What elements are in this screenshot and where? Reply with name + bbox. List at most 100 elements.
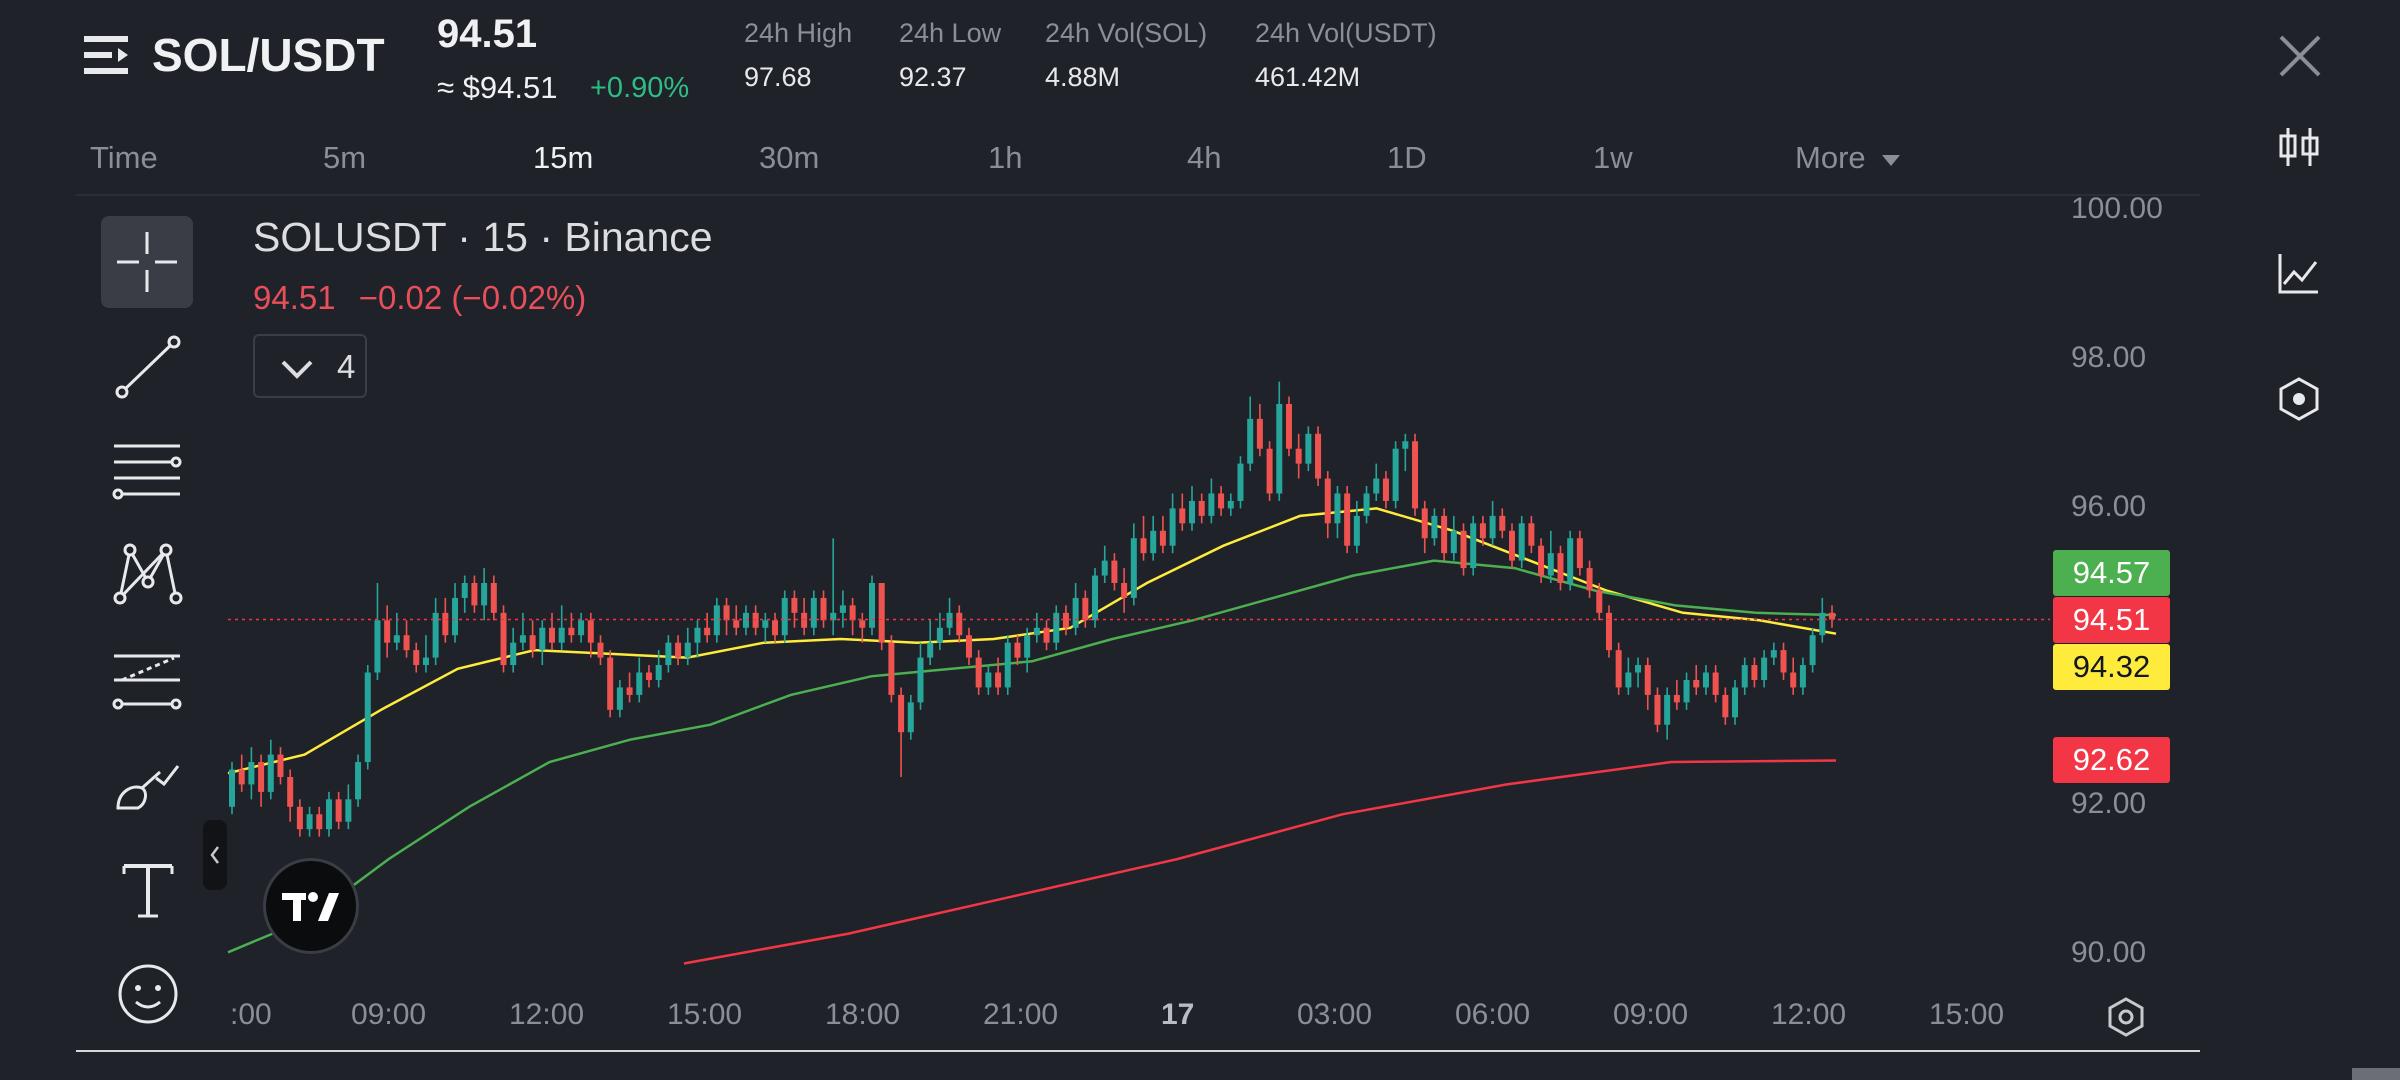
crosshair-icon [117,232,177,292]
brush-icon[interactable] [108,748,188,828]
indicator-toggle-button[interactable]: 4 [253,334,367,398]
candle [1024,627,1031,673]
chart-bottom-border [76,1050,2200,1052]
candle [422,635,429,673]
candle [1547,530,1554,583]
candle [1761,650,1768,688]
tab-30m[interactable]: 30m [759,140,820,175]
emoji-icon[interactable] [108,954,188,1034]
pattern-icon[interactable] [108,534,188,614]
candle [1576,530,1583,576]
y-tick: 90.00 [2071,936,2147,969]
indicator-hex-icon[interactable] [2276,376,2322,422]
candle [1043,620,1050,651]
candle [1363,486,1370,524]
candle [762,612,769,643]
candle [1596,583,1603,621]
candle [1528,515,1535,554]
line-chart-icon[interactable] [2276,250,2322,296]
candle [539,620,546,666]
tradingview-logo[interactable] [263,858,359,954]
candle [510,627,517,673]
x-tick: 18:00 [825,998,901,1031]
candle [248,747,255,800]
crosshair-tool[interactable] [101,216,193,308]
candle [500,605,507,673]
candle [1508,523,1516,569]
x-tick: 15:00 [1929,998,2005,1031]
fib-levels-icon[interactable] [108,432,188,512]
candle [1712,665,1719,703]
menu-icon[interactable] [84,34,134,76]
tab-5m[interactable]: 5m [323,140,367,175]
candle [1179,493,1186,531]
candle [1479,515,1486,546]
candle [723,597,730,636]
candle [277,747,284,785]
candle [238,754,245,792]
tab-more[interactable]: More [1795,140,1902,176]
candle [675,635,682,666]
candle [1227,493,1234,516]
y-tick: 98.00 [2071,341,2147,374]
candle [1218,486,1225,516]
ma-line [227,559,1837,954]
candle [1412,433,1419,516]
resize-handle[interactable] [2352,1068,2400,1080]
candle [995,657,1002,695]
stat-value-24h-vol-sol: 4.88M [1045,62,1121,92]
tab-time[interactable]: Time [90,140,158,175]
candle [1460,523,1467,576]
approx-usd-price: ≈ $94.51 [437,70,558,105]
candle [1150,515,1157,561]
legend-price-change: 94.51 −0.02 (−0.02%) [253,279,586,317]
candle [1111,553,1118,591]
candle [1101,545,1108,583]
text-icon[interactable] [108,850,188,930]
candle [1140,515,1147,561]
candle [965,627,972,666]
trend-line-icon[interactable] [108,328,188,408]
candle [1567,530,1574,591]
candle [1790,657,1797,695]
candle [1654,687,1661,733]
candle [481,568,488,621]
candle [733,605,740,636]
candle [1450,515,1457,561]
ma-green-price-tag: 94.57 [2053,550,2170,596]
candle [1014,635,1021,666]
chevron-left-icon [210,846,219,864]
candle [548,612,556,651]
chart-settings-icon[interactable] [2103,994,2149,1040]
candle [1353,500,1360,554]
collapse-toolbar-tab[interactable] [203,820,227,890]
tab-4h[interactable]: 4h [1187,140,1222,175]
candlestick-icon[interactable] [2276,124,2322,170]
tab-1d[interactable]: 1D [1387,140,1427,175]
candle [1373,463,1380,501]
candle [568,612,575,643]
candle [607,650,614,718]
candle [684,627,691,666]
tab-1w[interactable]: 1w [1593,140,1633,175]
candle [1266,441,1273,501]
candle [713,597,720,643]
pair-title[interactable]: SOL/USDT [152,29,385,81]
candle [1751,657,1758,688]
x-tick: 09:00 [351,998,427,1031]
candle [742,605,749,636]
tab-1h[interactable]: 1h [988,140,1023,175]
candle [1004,635,1011,695]
close-icon[interactable] [2277,33,2323,79]
tab-15m[interactable]: 15m [533,140,594,175]
candle [1092,568,1099,628]
symbol-title: SOLUSDT · 15 · Binance [253,214,713,260]
candle [1062,605,1069,636]
forecast-icon[interactable] [108,640,188,720]
candle [1344,486,1351,554]
candle [1431,508,1438,546]
candle [1285,396,1292,457]
candle [228,762,236,815]
candle [403,620,410,658]
